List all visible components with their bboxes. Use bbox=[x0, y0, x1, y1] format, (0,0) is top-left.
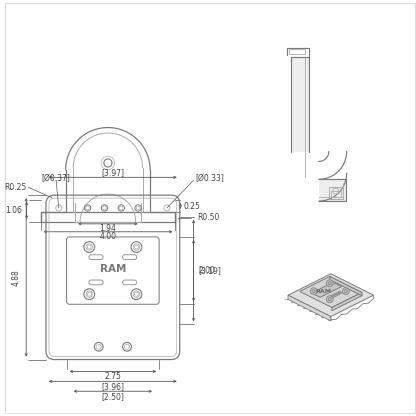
Text: 1.06: 1.06 bbox=[5, 206, 22, 215]
Polygon shape bbox=[330, 277, 362, 296]
Polygon shape bbox=[291, 57, 309, 151]
Text: 4.00: 4.00 bbox=[99, 232, 116, 241]
Bar bbox=[329, 187, 343, 199]
Text: 2.00: 2.00 bbox=[198, 266, 215, 275]
Text: [Ø0.33]: [Ø0.33] bbox=[196, 174, 225, 183]
Circle shape bbox=[326, 280, 333, 287]
Text: [3.19]: [3.19] bbox=[198, 266, 221, 275]
Text: R0.25: R0.25 bbox=[4, 183, 26, 192]
Text: RAM: RAM bbox=[100, 264, 126, 274]
Text: [3.96]: [3.96] bbox=[102, 382, 124, 391]
Polygon shape bbox=[288, 274, 374, 317]
Polygon shape bbox=[300, 277, 362, 307]
Text: 1.94: 1.94 bbox=[99, 224, 116, 233]
Polygon shape bbox=[329, 291, 341, 297]
Bar bbox=[331, 191, 341, 197]
Text: [Ø0.37]: [Ø0.37] bbox=[42, 174, 71, 183]
Bar bbox=[289, 50, 305, 54]
Text: RAM: RAM bbox=[316, 289, 332, 294]
Text: [2.50]: [2.50] bbox=[102, 392, 124, 401]
Text: 0.25: 0.25 bbox=[183, 202, 200, 211]
Polygon shape bbox=[288, 295, 331, 321]
Polygon shape bbox=[319, 179, 346, 201]
Text: R0.50: R0.50 bbox=[178, 213, 219, 223]
Circle shape bbox=[310, 288, 317, 295]
Text: 2.75: 2.75 bbox=[104, 372, 121, 381]
Polygon shape bbox=[312, 282, 342, 297]
Circle shape bbox=[326, 296, 333, 303]
Polygon shape bbox=[331, 292, 343, 298]
Text: 4.88: 4.88 bbox=[11, 269, 20, 286]
Circle shape bbox=[342, 288, 349, 295]
Text: [3.97]: [3.97] bbox=[102, 168, 124, 177]
Polygon shape bbox=[332, 292, 362, 311]
